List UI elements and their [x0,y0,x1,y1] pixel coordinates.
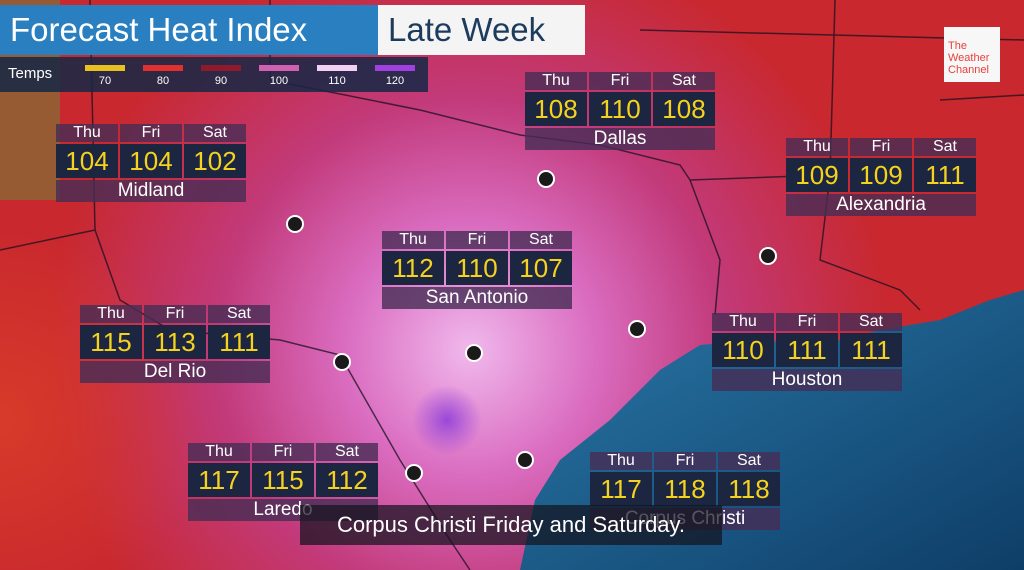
legend-tick-label: 70 [98,75,112,87]
day-label: Sat [914,138,976,156]
legend-tick-label: 90 [214,75,228,87]
city-name: Midland [56,180,246,202]
day-label: Fri [120,124,182,142]
day-label: Thu [80,305,142,323]
day-label: Thu [382,231,444,249]
heat-index-value: 110 [589,92,651,126]
day-label: Thu [712,313,774,331]
heat-index-value: 107 [510,251,572,285]
heat-index-value: 111 [776,333,838,367]
heat-index-value: 115 [80,325,142,359]
legend-swatch [375,65,415,71]
legend-swatch [143,65,183,71]
caption: Corpus Christi Friday and Saturday. [300,505,722,545]
legend-swatch [201,65,241,71]
heat-index-value: 111 [914,158,976,192]
heat-index-value: 108 [525,92,587,126]
day-label: Thu [56,124,118,142]
day-label: Sat [510,231,572,249]
heat-index-value: 112 [316,463,378,497]
heat-index-value: 110 [446,251,508,285]
subtitle: Late Week [378,5,585,55]
day-label: Sat [316,443,378,461]
heat-index-value: 109 [786,158,848,192]
logo-line: The [948,40,967,52]
day-label: Fri [589,72,651,90]
heat-index-value: 118 [654,472,716,506]
heat-index-value: 111 [208,325,270,359]
day-label: Fri [850,138,912,156]
heat-index-value: 117 [188,463,250,497]
legend: Temps 70 80 90 100 110 120 [0,57,428,92]
day-label: Sat [718,452,780,470]
heat-index-value: 108 [653,92,715,126]
city-name: Del Rio [80,361,270,383]
city-dot [333,353,351,371]
heat-index-value: 115 [252,463,314,497]
day-label: Fri [654,452,716,470]
logo: The Weather Channel [944,27,1000,82]
city-dot [465,344,483,362]
heat-index-value: 118 [718,472,780,506]
heat-index-value: 104 [120,144,182,178]
legend-tick-label: 120 [385,75,405,87]
heat-index-value: 112 [382,251,444,285]
city-name: Houston [712,369,902,391]
city-name: Alexandria [786,194,976,216]
day-label: Sat [208,305,270,323]
city-dot [405,464,423,482]
heat-index-value: 110 [712,333,774,367]
logo-line: Weather [948,52,990,64]
heat-index-value: 109 [850,158,912,192]
day-label: Fri [252,443,314,461]
day-label: Fri [446,231,508,249]
city-name: Dallas [525,128,715,150]
day-label: Sat [184,124,246,142]
day-label: Sat [840,313,902,331]
day-label: Sat [653,72,715,90]
legend-tick-label: 110 [328,75,346,87]
title: Forecast Heat Index [0,5,378,55]
legend-tick-label: 100 [269,75,289,87]
heat-spot [412,385,482,455]
day-label: Thu [590,452,652,470]
city-dots [286,170,777,482]
heat-index-value: 111 [840,333,902,367]
heat-index-value: 113 [144,325,206,359]
legend-label: Temps [8,65,53,82]
legend-swatch [317,65,357,71]
day-label: Thu [188,443,250,461]
day-label: Thu [786,138,848,156]
logo-line: Channel [948,64,989,76]
city-dot [537,170,555,188]
heat-index-value: 104 [56,144,118,178]
city-dot [516,451,534,469]
heat-index-value: 117 [590,472,652,506]
city-dot [286,215,304,233]
day-label: Thu [525,72,587,90]
legend-swatch [85,65,125,71]
heat-index-value: 102 [184,144,246,178]
legend-tick-label: 80 [156,75,170,87]
city-name: San Antonio [382,287,572,309]
day-label: Fri [776,313,838,331]
city-dot [759,247,777,265]
city-dot [628,320,646,338]
day-label: Fri [144,305,206,323]
legend-swatch [259,65,299,71]
